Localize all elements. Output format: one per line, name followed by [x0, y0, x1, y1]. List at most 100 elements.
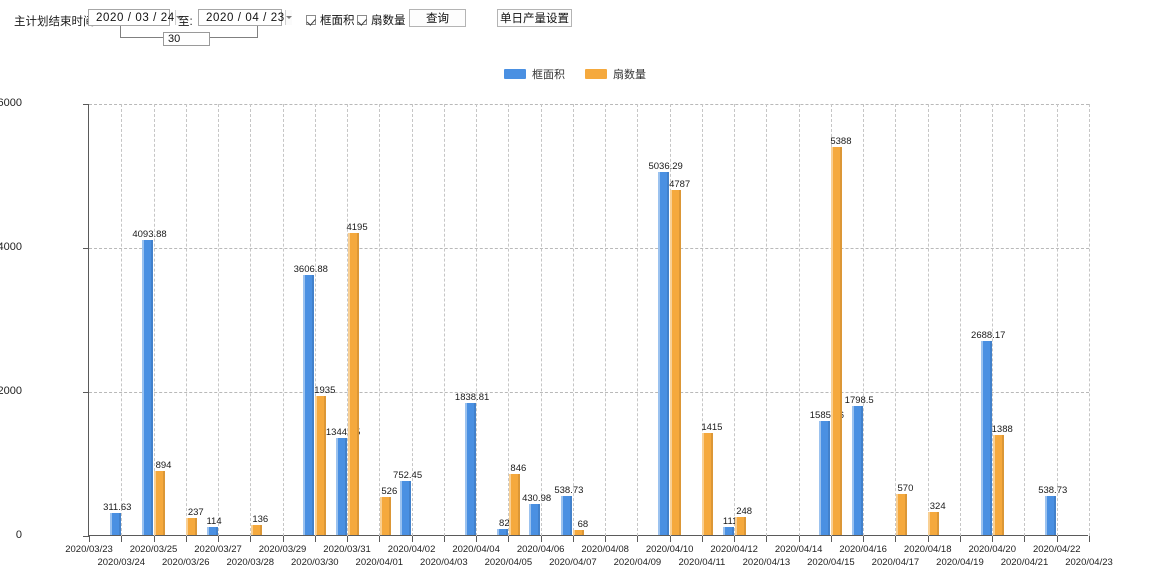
bar-frame-area[interactable]	[658, 172, 670, 535]
bar-value-label: 3606.88	[293, 264, 328, 276]
x-tick-mark	[443, 536, 445, 542]
x-gridline	[895, 104, 897, 536]
x-axis-tick-label: 2020/04/07	[549, 557, 597, 568]
bar-frame-area[interactable]	[1045, 496, 1057, 535]
x-axis-tick-label: 2020/04/04	[452, 544, 500, 555]
bar-frame-area[interactable]	[980, 341, 992, 535]
x-gridline	[314, 104, 316, 536]
bar-value-label: 68	[577, 519, 589, 531]
x-axis-tick-label: 2020/04/18	[903, 544, 952, 555]
bar-highlight	[831, 147, 834, 535]
x-tick-mark	[1024, 536, 1026, 542]
bar-frame-area[interactable]	[851, 405, 863, 535]
bar-sash-count[interactable]	[895, 493, 907, 535]
daily-output-settings-button[interactable]: 单日产量设置	[497, 9, 572, 27]
bar-highlight	[992, 435, 995, 535]
bar-frame-area[interactable]	[819, 420, 831, 535]
bar-sash-count[interactable]	[992, 435, 1004, 535]
bar-body	[154, 470, 166, 535]
bar-frame-area[interactable]	[303, 275, 315, 535]
bar-sash-count[interactable]	[315, 395, 327, 535]
bar-value-label: 4195	[346, 221, 368, 233]
bar-shadow	[711, 433, 714, 535]
bar-sash-count[interactable]	[670, 190, 682, 535]
bar-body	[186, 517, 198, 535]
legend-item-1[interactable]: 框面积	[504, 66, 565, 82]
bar-highlight	[154, 470, 157, 535]
bar-frame-area[interactable]	[335, 438, 347, 535]
bar-frame-area[interactable]	[109, 512, 121, 535]
bar-frame-area[interactable]	[529, 503, 541, 535]
bar-frame-area[interactable]	[464, 402, 476, 535]
x-tick-mark	[476, 536, 478, 542]
chart-legend: 框面积 扇数量	[0, 66, 1150, 82]
bar-sash-count[interactable]	[250, 525, 262, 535]
bar-value-label: 2688.17	[971, 330, 1006, 342]
bar-highlight	[206, 526, 209, 535]
bar-value-label: 324	[929, 500, 946, 512]
query-button[interactable]: 查询	[409, 9, 466, 27]
bar-body	[561, 496, 573, 535]
bar-value-label: 894	[155, 459, 172, 471]
bar-highlight	[186, 517, 189, 535]
bar-sash-count[interactable]	[508, 474, 520, 535]
bar-sash-count[interactable]	[573, 530, 585, 535]
bar-sash-count[interactable]	[186, 517, 198, 535]
bar-highlight	[335, 438, 338, 535]
bar-frame-area[interactable]	[206, 526, 218, 535]
bar-body	[670, 190, 682, 535]
x-tick-mark	[669, 536, 671, 542]
bar-highlight	[529, 503, 532, 535]
y-axis-tick-label: 0	[15, 529, 22, 541]
legend-item-2[interactable]: 扇数量	[585, 66, 646, 82]
bar-frame-area[interactable]	[142, 240, 154, 535]
bar-highlight	[508, 474, 511, 535]
bar-value-label: 1798.5	[844, 394, 874, 406]
x-tick-mark	[250, 536, 252, 542]
bar-sash-count[interactable]	[347, 232, 359, 535]
bar-body	[508, 474, 520, 535]
x-axis-tick-label: 2020/03/27	[194, 544, 242, 555]
bar-sash-count[interactable]	[702, 433, 714, 535]
bar-frame-area[interactable]	[400, 480, 412, 535]
bar-shadow	[860, 405, 863, 535]
frame-area-checkbox-icon[interactable]	[306, 15, 316, 25]
y-tick-mark	[83, 104, 89, 105]
bar-sash-count[interactable]	[734, 517, 746, 535]
bar-shadow	[1001, 435, 1004, 535]
legend-label: 框面积	[532, 69, 565, 81]
x-gridline	[959, 104, 961, 536]
bar-shadow	[163, 470, 166, 535]
bar-body	[400, 480, 412, 535]
span-days-input[interactable]: 30	[163, 32, 210, 46]
checkbox-sash-count[interactable]: 扇数量	[357, 12, 406, 28]
bar-sash-count[interactable]	[928, 511, 940, 535]
bar-sash-count[interactable]	[154, 470, 166, 535]
y-tick-mark	[83, 392, 89, 393]
checkbox-frame-area[interactable]: 框面积	[306, 12, 355, 28]
x-gridline	[218, 104, 220, 536]
sash-count-checkbox-icon[interactable]	[357, 15, 367, 25]
bar-shadow	[582, 530, 585, 535]
bar-highlight	[573, 530, 576, 535]
bar-sash-count[interactable]	[831, 147, 843, 535]
end-date-picker[interactable]: 2020 / 04 / 23	[198, 9, 292, 26]
bar-sash-count[interactable]	[379, 497, 391, 535]
start-date-dropdown-icon[interactable]	[174, 10, 182, 25]
bar-value-label: 846	[510, 463, 527, 475]
bar-shadow	[151, 240, 154, 535]
bar-shadow	[1054, 496, 1057, 535]
bar-value-label: 111	[722, 516, 738, 527]
bar-body	[496, 529, 508, 535]
bar-frame-area[interactable]	[722, 527, 734, 535]
x-gridline	[250, 104, 252, 536]
bar-body	[702, 433, 714, 535]
x-axis-tick-label: 2020/04/05	[484, 557, 533, 568]
bar-frame-area[interactable]	[496, 529, 508, 535]
x-gridline	[282, 104, 284, 536]
bar-body	[303, 275, 315, 535]
end-date-dropdown-icon[interactable]	[284, 10, 292, 25]
start-date-picker[interactable]: 2020 / 03 / 24	[88, 9, 182, 26]
bar-shadow	[538, 503, 541, 535]
bar-frame-area[interactable]	[561, 496, 573, 535]
